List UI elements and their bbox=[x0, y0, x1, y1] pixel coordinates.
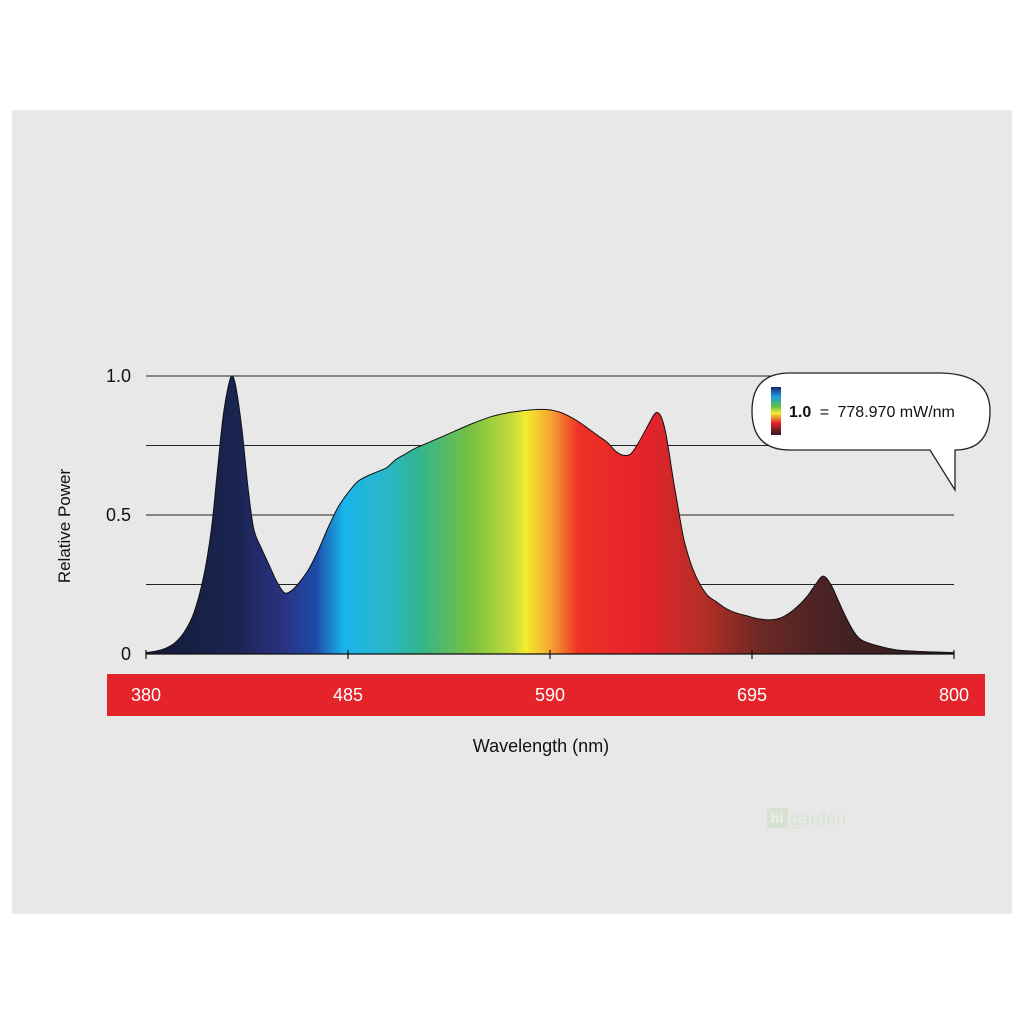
callout-equals: = bbox=[820, 404, 829, 421]
x-tick-label: 590 bbox=[535, 685, 565, 705]
watermark-logo-box bbox=[767, 808, 788, 828]
x-tick-labels: 380 485 590 695 800 bbox=[131, 685, 969, 705]
callout-value-text: 778.970 mW/nm bbox=[838, 404, 955, 421]
x-tick-label: 380 bbox=[131, 685, 161, 705]
callout-value-bold: 1.0 bbox=[789, 404, 811, 421]
x-axis-band bbox=[107, 674, 985, 716]
power-callout: 1.0 = 778.970 mW/nm bbox=[751, 372, 991, 493]
x-tick-marks bbox=[145, 650, 955, 659]
x-tick-label: 485 bbox=[333, 685, 363, 705]
watermark-garden: garden bbox=[790, 809, 846, 829]
y-tick-label: 0 bbox=[121, 644, 131, 664]
y-tick-label: 0.5 bbox=[106, 505, 131, 525]
x-axis-label: Wavelength (nm) bbox=[473, 736, 609, 756]
hi-garden-watermark: hi garden bbox=[767, 808, 846, 829]
callout-text: 1.0 = 778.970 mW/nm bbox=[789, 404, 955, 421]
callout-bubble bbox=[751, 372, 991, 493]
spectrum-area bbox=[145, 375, 955, 655]
callout-color-bar bbox=[771, 387, 781, 435]
y-tick-label: 1.0 bbox=[106, 366, 131, 386]
x-tick-label: 800 bbox=[939, 685, 969, 705]
y-axis-label: Relative Power bbox=[55, 468, 74, 583]
y-tick-labels: 1.0 0.5 0 bbox=[106, 366, 131, 664]
x-tick-label: 695 bbox=[737, 685, 767, 705]
watermark-hi: hi bbox=[771, 810, 783, 826]
